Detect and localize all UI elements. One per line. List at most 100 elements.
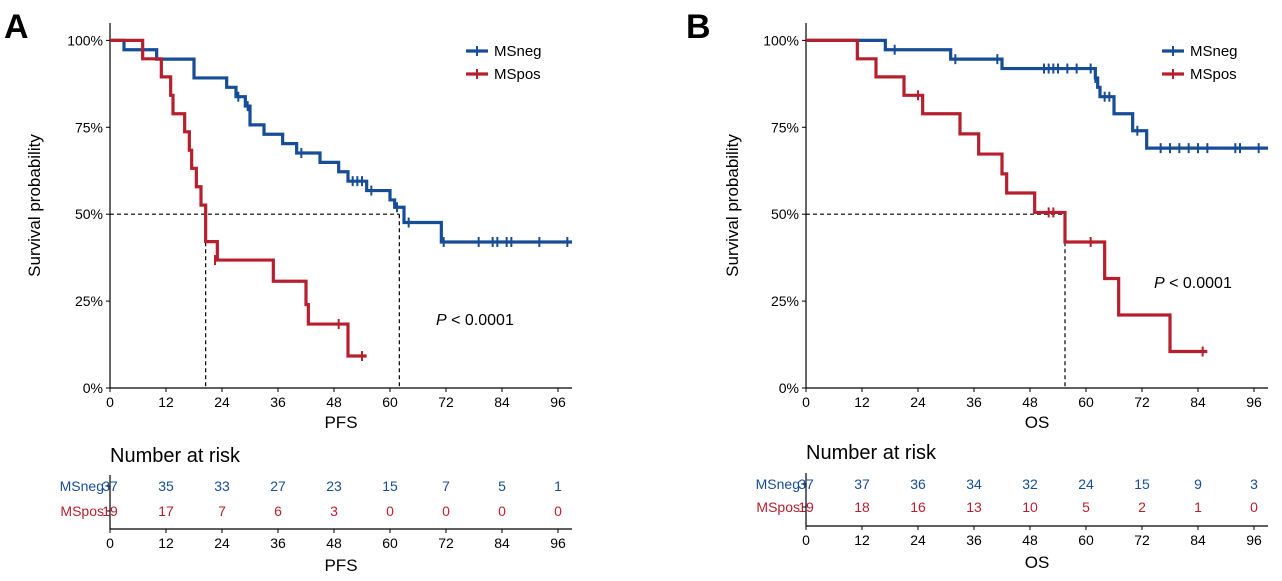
risk-count-msneg: 15 — [1134, 476, 1150, 492]
km-panel-a: A0%25%50%75%100%0 12 24 36 48 60 72 84 96PFSSurv… — [4, 8, 572, 575]
km-curve-msneg — [806, 38, 1268, 150]
risk-x-axis-title: PFS — [324, 556, 357, 575]
risk-count-mspos: 2 — [1138, 499, 1146, 515]
risk-x-tick-label: 0 — [106, 535, 114, 551]
risk-count-msneg: 34 — [966, 476, 982, 492]
km-panel-b: B0%25%50%75%100%0 12 24 36 48 60 72 84 96OSSurvi… — [686, 8, 1268, 572]
risk-x-tick-label: 72 — [1134, 532, 1150, 548]
risk-x-tick-label: 36 — [270, 535, 286, 551]
x-tick-label: 84 — [494, 394, 510, 410]
risk-x-tick-label: 96 — [1246, 532, 1262, 548]
risk-count-msneg: 15 — [382, 478, 398, 494]
risk-count-mspos: 16 — [910, 499, 926, 515]
risk-count-mspos: 6 — [274, 503, 282, 519]
x-tick-label: 36 — [966, 394, 982, 410]
risk-count-mspos: 17 — [158, 503, 174, 519]
risk-count-msneg: 36 — [910, 476, 926, 492]
panel-label: A — [4, 8, 29, 46]
risk-count-mspos: 18 — [854, 499, 870, 515]
risk-count-mspos: 7 — [218, 503, 226, 519]
x-tick-label: 12 — [158, 394, 174, 410]
y-tick-label: 25% — [75, 293, 103, 309]
risk-row-name-mspos: MSpos — [60, 503, 104, 519]
risk-count-mspos: 19 — [798, 499, 814, 515]
risk-x-tick-label: 24 — [910, 532, 926, 548]
y-tick-label: 75% — [75, 119, 103, 135]
p-value-letter: P — [436, 312, 447, 329]
y-tick-label: 75% — [771, 119, 799, 135]
km-curve-mspos — [110, 38, 367, 358]
panel-label: B — [686, 8, 711, 46]
x-tick-label: 60 — [1078, 394, 1094, 410]
y-axis-title: Survival probability — [25, 134, 44, 277]
risk-count-msneg: 37 — [854, 476, 870, 492]
risk-count-msneg: 27 — [270, 478, 286, 494]
x-tick-label: 12 — [854, 394, 870, 410]
risk-x-tick-label: 84 — [1190, 532, 1206, 548]
x-axis-title: OS — [1025, 413, 1050, 432]
risk-count-msneg: 3 — [1250, 476, 1258, 492]
risk-count-msneg: 5 — [498, 478, 506, 494]
x-tick-label: 0 — [106, 394, 114, 410]
risk-x-tick-label: 84 — [494, 535, 510, 551]
x-tick-label: 60 — [382, 394, 398, 410]
risk-x-tick-label: 60 — [382, 535, 398, 551]
p-value-text: < 0.0001 — [447, 312, 514, 329]
x-tick-label: 84 — [1190, 394, 1206, 410]
p-value-annotation: P < 0.0001 — [436, 312, 514, 329]
risk-x-tick-label: 48 — [326, 535, 342, 551]
risk-x-tick-label: 60 — [1078, 532, 1094, 548]
x-axis-title: PFS — [324, 413, 357, 432]
x-tick-label: 96 — [550, 394, 566, 410]
risk-count-msneg: 23 — [326, 478, 342, 494]
legend-label-mspos: MSpos — [1190, 66, 1237, 83]
risk-count-mspos: 5 — [1082, 499, 1090, 515]
y-tick-label: 25% — [771, 293, 799, 309]
risk-count-mspos: 10 — [1022, 499, 1038, 515]
y-tick-label: 100% — [67, 32, 103, 48]
risk-x-tick-label: 72 — [438, 535, 454, 551]
risk-row-name-msneg: MSneg — [60, 478, 104, 494]
x-tick-label: 0 — [802, 394, 810, 410]
legend-label-msneg: MSneg — [494, 43, 542, 60]
risk-count-mspos: 3 — [330, 503, 338, 519]
x-tick-label: 24 — [910, 394, 926, 410]
risk-count-mspos: 13 — [966, 499, 982, 515]
risk-x-tick-label: 96 — [550, 535, 566, 551]
risk-table-title: Number at risk — [110, 445, 241, 467]
risk-x-axis-title: OS — [1025, 553, 1050, 572]
risk-count-msneg: 33 — [214, 478, 230, 494]
risk-x-tick-label: 12 — [158, 535, 174, 551]
risk-x-tick-label: 48 — [1022, 532, 1038, 548]
y-tick-label: 50% — [771, 206, 799, 222]
y-tick-label: 50% — [75, 206, 103, 222]
risk-row-name-msneg: MSneg — [756, 476, 800, 492]
x-tick-label: 36 — [270, 394, 286, 410]
risk-x-tick-label: 24 — [214, 535, 230, 551]
legend-label-msneg: MSneg — [1190, 43, 1238, 60]
x-tick-label: 24 — [214, 394, 230, 410]
risk-x-tick-label: 12 — [854, 532, 870, 548]
x-tick-label: 96 — [1246, 394, 1262, 410]
risk-x-tick-label: 0 — [802, 532, 810, 548]
risk-count-mspos: 0 — [554, 503, 562, 519]
risk-count-msneg: 1 — [554, 478, 562, 494]
p-value-annotation: P < 0.0001 — [1154, 275, 1232, 292]
km-curve-msneg — [110, 38, 572, 244]
risk-count-mspos: 0 — [386, 503, 394, 519]
km-curve-mspos — [806, 38, 1208, 354]
x-tick-label: 72 — [438, 394, 454, 410]
y-tick-label: 0% — [83, 380, 103, 396]
y-tick-label: 0% — [779, 380, 799, 396]
x-tick-label: 72 — [1134, 394, 1150, 410]
risk-row-name-mspos: MSpos — [756, 499, 800, 515]
risk-count-msneg: 35 — [158, 478, 174, 494]
risk-count-mspos: 0 — [498, 503, 506, 519]
risk-count-msneg: 7 — [442, 478, 450, 494]
p-value-letter: P — [1154, 275, 1165, 292]
risk-x-tick-label: 36 — [966, 532, 982, 548]
risk-count-mspos: 1 — [1194, 499, 1202, 515]
risk-count-msneg: 24 — [1078, 476, 1094, 492]
y-tick-label: 100% — [763, 32, 799, 48]
